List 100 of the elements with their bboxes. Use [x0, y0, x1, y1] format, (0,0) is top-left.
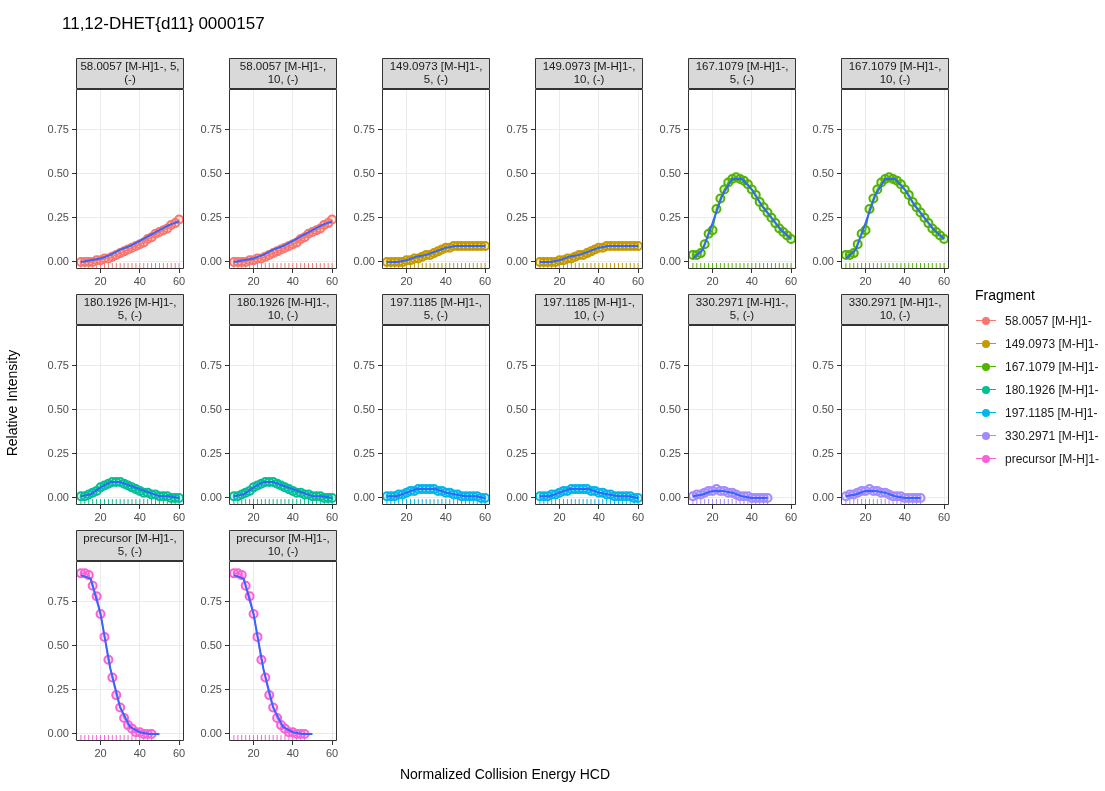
legend-label: 58.0057 [M-H]1- [1005, 313, 1092, 328]
y-tick-label: 0.75 [200, 122, 222, 135]
y-tick-label: 0.25 [200, 210, 222, 223]
y-tick-label: 0.00 [506, 490, 528, 503]
x-tick-label: 20 [706, 274, 719, 287]
x-tick-label: 20 [94, 510, 107, 523]
y-tick-label: 0.00 [812, 490, 834, 503]
y-tick-label: 0.00 [659, 254, 681, 267]
chart-title: 149.0973 [M-H]1-, 5, (-) [389, 60, 483, 86]
y-tick-label: 0.25 [812, 210, 834, 223]
chart-title: 197.1185 [M-H]1-, 10, (-) [543, 296, 635, 322]
y-tick-label: 0.00 [353, 490, 375, 503]
x-tick-label: 40 [286, 510, 299, 523]
y-tick-label: 0.00 [47, 254, 69, 267]
x-tick-label: 60 [478, 510, 492, 523]
x-tick-label: 60 [784, 510, 798, 523]
y-tick-label: 0.25 [659, 446, 681, 459]
y-tick-label: 0.50 [506, 166, 528, 179]
text: 11,12-DHET{d11} 0000157 [62, 14, 265, 34]
y-tick-label: 0.00 [200, 726, 222, 739]
chart-title: 197.1185 [M-H]1-, 5, (-) [390, 296, 482, 322]
x-tick-label: 40 [133, 510, 146, 523]
y-tick-label: 0.50 [659, 166, 681, 179]
y-tick-label: 0.50 [812, 166, 834, 179]
x-tick-label: 20 [400, 274, 413, 287]
x-tick-label: 60 [325, 746, 339, 759]
x-tick-label: 40 [745, 274, 758, 287]
x-tick-label: 20 [400, 510, 413, 523]
y-tick-label: 0.50 [812, 402, 834, 415]
y-tick-label: 0.75 [353, 358, 375, 371]
x-tick-label: 40 [898, 274, 911, 287]
x-tick-label: 20 [553, 274, 566, 287]
y-tick-label: 0.00 [200, 254, 222, 267]
y-tick-label: 0.25 [506, 446, 528, 459]
x-axis-title: Normalized Collision Energy HCD [398, 766, 612, 782]
y-tick-label: 0.25 [812, 446, 834, 459]
chart-title: 149.0973 [M-H]1-, 10, (-) [542, 60, 636, 86]
y-tick-label: 0.00 [506, 254, 528, 267]
legend-label: 180.1926 [M-H]1- [1005, 382, 1099, 397]
y-tick-label: 0.75 [506, 122, 528, 135]
legend-label: precursor [M-H]1- [1005, 451, 1100, 466]
x-tick-label: 40 [745, 510, 758, 523]
x-tick-label: 40 [133, 274, 146, 287]
y-tick-label: 0.50 [200, 166, 222, 179]
legend-label: 149.0973 [M-H]1- [1005, 336, 1099, 351]
x-tick-label: 60 [937, 274, 951, 287]
y-tick-label: 0.25 [47, 210, 69, 223]
x-tick-label: 20 [247, 274, 260, 287]
legend-label: 167.1079 [M-H]1- [1005, 359, 1099, 374]
x-tick-label: 20 [94, 746, 107, 759]
chart-title: 180.1926 [M-H]1-, 10, (-) [236, 296, 330, 322]
y-tick-label: 0.75 [812, 122, 834, 135]
x-tick-label: 20 [706, 510, 719, 523]
y-tick-label: 0.50 [200, 402, 222, 415]
y-tick-label: 0.75 [47, 122, 69, 135]
chart-title: precursor [M-H]1-, 10, (-) [236, 532, 330, 558]
x-tick-label: 20 [859, 510, 872, 523]
y-tick-label: 0.25 [47, 682, 69, 695]
x-tick-label: 40 [898, 510, 911, 523]
x-tick-label: 60 [478, 274, 492, 287]
x-tick-label: 60 [172, 274, 186, 287]
y-tick-label: 0.25 [353, 446, 375, 459]
x-tick-label: 60 [631, 274, 645, 287]
y-tick-label: 0.50 [47, 402, 69, 415]
y-tick-label: 0.25 [353, 210, 375, 223]
y-tick-label: 0.75 [659, 122, 681, 135]
x-tick-label: 40 [133, 746, 146, 759]
y-axis-title: Relative Intensity [4, 348, 20, 459]
y-tick-label: 0.25 [659, 210, 681, 223]
y-tick-label: 0.25 [47, 446, 69, 459]
y-tick-label: 0.75 [812, 358, 834, 371]
y-tick-label: 0.75 [47, 358, 69, 371]
x-tick-label: 60 [937, 510, 951, 523]
y-tick-label: 0.50 [506, 402, 528, 415]
y-tick-label: 0.00 [200, 490, 222, 503]
y-tick-label: 0.00 [659, 490, 681, 503]
y-tick-label: 0.75 [47, 594, 69, 607]
y-tick-label: 0.00 [47, 726, 69, 739]
chart-title: precursor [M-H]1-, 5, (-) [83, 532, 177, 558]
x-tick-label: 20 [859, 274, 872, 287]
x-tick-label: 20 [247, 746, 260, 759]
x-tick-label: 20 [553, 510, 566, 523]
y-tick-label: 0.25 [200, 682, 222, 695]
x-tick-label: 60 [325, 510, 339, 523]
x-tick-label: 60 [172, 746, 186, 759]
chart-title: 330.2971 [M-H]1-, 10, (-) [848, 296, 942, 322]
x-tick-label: 40 [286, 746, 299, 759]
chart-title: 58.0057 [M-H]1-, 10, (-) [239, 60, 327, 86]
y-tick-label: 0.25 [200, 446, 222, 459]
x-tick-label: 40 [286, 274, 299, 287]
x-tick-label: 20 [247, 510, 260, 523]
y-tick-label: 0.50 [47, 638, 69, 651]
chart-title: 58.0057 [M-H]1-, 5, (-) [80, 60, 180, 86]
x-tick-label: 60 [172, 510, 186, 523]
chart-title: 330.2971 [M-H]1-, 5, (-) [695, 296, 789, 322]
y-tick-label: 0.75 [200, 358, 222, 371]
x-tick-label: 60 [784, 274, 798, 287]
y-tick-label: 0.50 [659, 402, 681, 415]
chart-title: 180.1926 [M-H]1-, 5, (-) [83, 296, 177, 322]
x-tick-label: 60 [325, 274, 339, 287]
